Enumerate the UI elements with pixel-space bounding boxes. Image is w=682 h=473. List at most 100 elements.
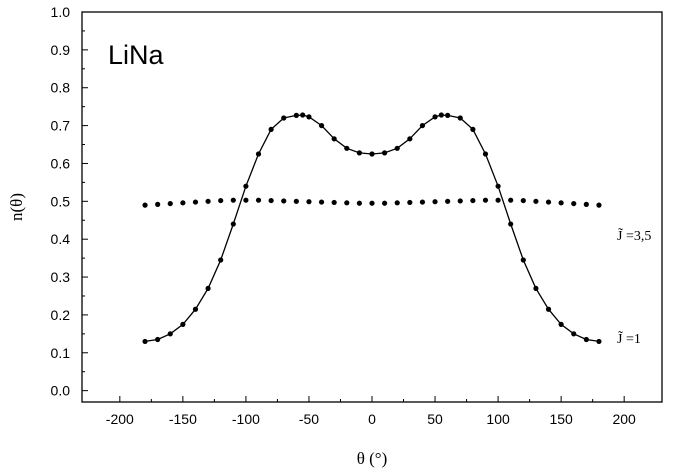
data-point-j1 [407, 136, 413, 142]
x-tick-label: -150 [169, 411, 197, 427]
data-point-j1 [369, 151, 375, 157]
data-point-j1 [243, 183, 249, 189]
data-point-j35 [583, 201, 589, 207]
x-tick-label: 150 [549, 411, 573, 427]
data-point-j1 [438, 112, 444, 118]
plot-area-frame [81, 11, 663, 403]
y-tick-label: 0.9 [51, 42, 71, 58]
y-tick-label: 0.0 [51, 383, 71, 399]
data-point-j35 [596, 202, 602, 208]
x-tick-label: -200 [106, 411, 134, 427]
data-point-j35 [167, 200, 173, 207]
data-point-j1 [255, 151, 262, 157]
data-point-j35 [255, 197, 262, 203]
data-point-j1 [331, 136, 337, 142]
x-tick-label: 200 [612, 411, 636, 427]
data-point-j1 [318, 122, 325, 129]
data-point-j35 [407, 199, 413, 206]
y-tick-label: 1.0 [51, 4, 71, 20]
series-label-j35: J̃ =3,5 [617, 227, 651, 244]
data-point-j1 [382, 150, 388, 156]
y-tick-label: 0.7 [51, 118, 71, 134]
data-point-j35 [318, 199, 325, 205]
data-point-j35 [394, 200, 400, 206]
data-point-j1 [268, 126, 274, 132]
data-point-j1 [545, 306, 552, 312]
data-point-j1 [445, 112, 451, 118]
y-tick-label: 0.5 [51, 193, 71, 209]
data-point-j1 [571, 331, 577, 337]
data-point-j35 [218, 197, 224, 204]
y-tick-label: 0.1 [51, 345, 71, 361]
panel-label: LiNa [108, 40, 165, 70]
x-axis-title: θ (°) [357, 449, 388, 468]
y-tick-label: 0.2 [51, 307, 71, 323]
data-point-j35 [205, 198, 211, 204]
x-axis: -200 -150 -100 -50 0 50 100 150 200 [106, 396, 636, 427]
data-point-j35 [520, 197, 526, 204]
data-point-j1 [457, 115, 463, 121]
x-tick-label: 100 [486, 411, 510, 427]
data-point-j1 [583, 336, 589, 343]
data-point-j35 [445, 198, 451, 204]
data-point-j35 [382, 200, 388, 206]
data-point-j1 [306, 114, 312, 120]
data-point-j1 [180, 321, 186, 327]
y-axis-title: n(θ) [7, 193, 26, 221]
data-point-j35 [419, 199, 426, 205]
data-point-j35 [571, 200, 577, 207]
data-point-j35 [268, 197, 274, 204]
y-tick-label: 0.3 [51, 269, 71, 285]
data-point-j35 [192, 199, 199, 205]
series-line-j1 [144, 114, 600, 343]
data-point-j1 [558, 321, 564, 327]
data-point-j35 [331, 199, 337, 206]
data-point-j1 [142, 338, 148, 345]
data-point-j1 [230, 221, 236, 227]
data-point-j1 [520, 257, 526, 263]
data-point-j35 [344, 200, 350, 206]
data-point-j1 [470, 126, 476, 132]
data-point-j1 [432, 114, 438, 120]
data-point-j35 [293, 198, 299, 204]
data-point-j35 [482, 197, 489, 203]
x-tick-label: -50 [299, 411, 319, 427]
data-point-j35 [558, 200, 564, 206]
y-tick-label: 0.4 [51, 231, 71, 247]
y-axis: 0.0 0.1 0.2 0.3 0.4 0.5 0.6 0.7 0.8 0.9 1.0 [51, 4, 88, 399]
data-point-j1 [205, 285, 211, 292]
data-point-j1 [281, 115, 287, 121]
data-point-j1 [394, 145, 400, 151]
data-point-j35 [155, 201, 161, 207]
data-point-j1 [419, 122, 426, 129]
y-tick-label: 0.8 [51, 80, 71, 96]
data-point-j1 [167, 331, 173, 337]
data-point-j1 [300, 112, 306, 118]
series-label-j1: J̃ =1 [617, 330, 641, 347]
data-point-j1 [482, 151, 489, 157]
data-point-j1 [192, 306, 199, 312]
data-point-j35 [306, 199, 312, 205]
data-point-j35 [281, 198, 287, 204]
x-tick-label: 0 [368, 411, 376, 427]
x-tick-label: -100 [232, 411, 260, 427]
data-point-j35 [356, 200, 362, 206]
data-point-j1 [218, 257, 224, 263]
data-point-j35 [180, 200, 186, 206]
data-point-j1 [508, 221, 514, 227]
data-point-j1 [155, 336, 161, 343]
x-tick-label: 50 [427, 411, 443, 427]
data-point-j35 [230, 197, 236, 203]
data-point-j1 [533, 285, 539, 292]
data-point-j35 [508, 197, 514, 203]
data-point-j35 [470, 197, 476, 204]
series-layer [142, 112, 602, 345]
data-point-j35 [545, 199, 552, 205]
data-point-j35 [495, 197, 501, 203]
data-point-j1 [596, 338, 602, 345]
data-point-j1 [293, 112, 299, 118]
data-point-j35 [369, 200, 375, 206]
y-tick-label: 0.6 [51, 155, 71, 171]
data-point-j35 [243, 197, 249, 203]
